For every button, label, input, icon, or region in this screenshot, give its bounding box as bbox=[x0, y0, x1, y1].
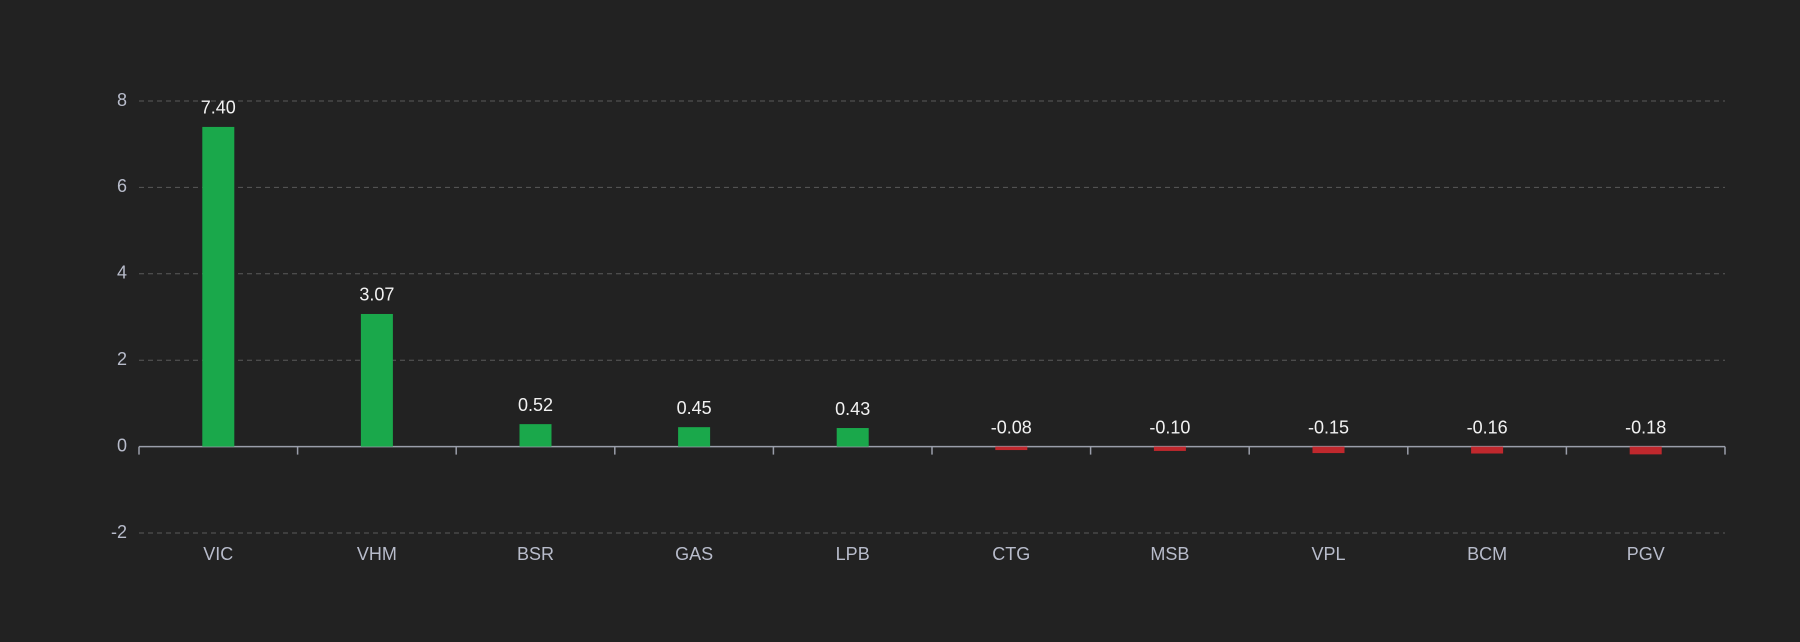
value-label: -0.18 bbox=[1625, 417, 1666, 437]
y-tick-label: 0 bbox=[117, 435, 127, 455]
value-label: -0.15 bbox=[1308, 417, 1349, 437]
y-tick-label: 4 bbox=[117, 263, 127, 283]
bar bbox=[836, 428, 869, 447]
x-tick-label: LPB bbox=[836, 544, 870, 564]
value-label: 7.40 bbox=[201, 98, 236, 118]
value-label: 0.52 bbox=[518, 395, 553, 415]
bar bbox=[1471, 446, 1504, 454]
y-tick-label: 2 bbox=[117, 349, 127, 369]
bar bbox=[360, 313, 393, 447]
y-tick-label: 6 bbox=[117, 176, 127, 196]
x-tick-label: PGV bbox=[1627, 544, 1665, 564]
value-label: 3.07 bbox=[359, 285, 394, 305]
x-tick-label: BSR bbox=[517, 544, 554, 564]
x-tick-label: VPL bbox=[1311, 544, 1345, 564]
x-tick-label: GAS bbox=[675, 544, 713, 564]
x-tick-label: BCM bbox=[1467, 544, 1507, 564]
x-tick-label: VIC bbox=[203, 544, 233, 564]
bar bbox=[678, 427, 711, 447]
y-tick-label: -2 bbox=[111, 522, 127, 542]
bar bbox=[519, 424, 552, 447]
y-tick-label: 8 bbox=[117, 90, 127, 110]
value-label: -0.10 bbox=[1149, 417, 1190, 437]
value-label: 0.45 bbox=[677, 398, 712, 418]
bar bbox=[1312, 446, 1345, 454]
value-label: -0.16 bbox=[1467, 417, 1508, 437]
bar bbox=[1629, 446, 1662, 455]
x-tick-label: MSB bbox=[1150, 544, 1189, 564]
bar bbox=[202, 126, 235, 447]
value-label: 0.43 bbox=[835, 399, 870, 419]
x-tick-label: CTG bbox=[992, 544, 1030, 564]
value-label: -0.08 bbox=[991, 417, 1032, 437]
bar bbox=[995, 446, 1028, 451]
bar bbox=[1153, 446, 1186, 451]
x-tick-label: VHM bbox=[357, 544, 397, 564]
